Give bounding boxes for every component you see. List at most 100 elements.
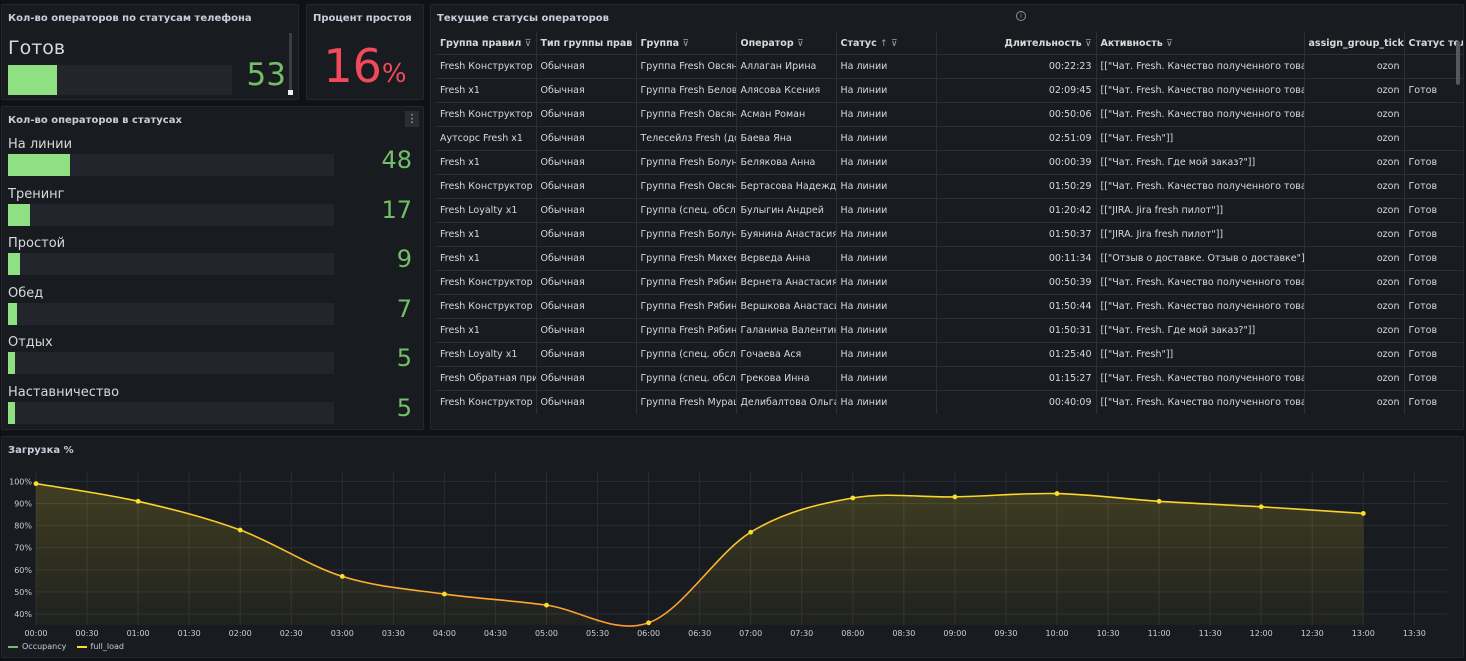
status-row: Обед 7 <box>8 286 418 326</box>
table-cell: Группа Fresh Рябин <box>635 294 736 319</box>
kebab-menu-icon[interactable]: ⋮ <box>405 111 419 127</box>
table-cell: Обычная <box>535 150 636 175</box>
legend-item-full-load[interactable]: full_load <box>76 642 124 651</box>
table-cell: Баева Яна <box>735 126 836 151</box>
table-cell: 01:50:37 <box>935 222 1096 247</box>
column-header[interactable]: Статус теле <box>1403 32 1463 55</box>
table-row[interactable]: Fresh Обратная прис Обычная Группа (спец. … <box>436 366 1463 391</box>
table-cell: ozon <box>1303 102 1404 127</box>
table-row[interactable]: Аутсорс Fresh x1 Обычная Телесейлз Fresh (… <box>436 126 1463 151</box>
table-cell: Телесейлз Fresh (до <box>635 126 736 151</box>
legend-item-occupancy[interactable]: Occupancy <box>8 642 66 651</box>
filter-icon[interactable]: ⊽ <box>796 38 804 49</box>
column-header[interactable]: Активность ⊽ <box>1095 32 1304 55</box>
column-header[interactable]: Длительность ⊽ <box>935 32 1096 55</box>
data-point <box>237 527 243 533</box>
table-cell: [["Чат. Fresh. Качество полученного това… <box>1095 366 1304 391</box>
resize-handle[interactable] <box>288 90 293 95</box>
table-scrollbar[interactable] <box>1456 41 1460 85</box>
sort-asc-icon[interactable]: ↑ <box>880 38 888 49</box>
column-header[interactable]: Тип группы прав ⊽ <box>535 32 636 55</box>
info-icon[interactable]: i <box>1016 11 1026 21</box>
table-row[interactable]: Fresh Конструктор о Обычная Группа Fresh О… <box>436 102 1463 127</box>
table-cell: Готов <box>1403 150 1463 175</box>
table-cell: Fresh x1 <box>436 150 536 175</box>
table-cell: На линии <box>835 318 936 343</box>
filter-icon[interactable]: ⊽ <box>682 38 689 49</box>
table-cell: Fresh Конструктор о <box>436 174 536 199</box>
table-row[interactable]: Fresh Конструктор о Обычная Группа Fresh Р… <box>436 294 1463 319</box>
table-row[interactable]: Fresh x1 Обычная Группа Fresh Белова Алясов… <box>436 78 1463 103</box>
table-cell: Группа Fresh Болуне <box>635 150 736 175</box>
table-cell: Fresh Конструктор о <box>436 270 536 295</box>
table-cell: Обычная <box>535 222 636 247</box>
status-row-bar-track <box>8 203 334 226</box>
data-point <box>544 602 549 608</box>
y-tick-label: 40% <box>14 610 32 619</box>
table-cell: Группа (спец. обсл.) <box>635 342 736 367</box>
table-cell: 00:00:39 <box>935 150 1096 175</box>
scrollbar[interactable] <box>289 33 292 95</box>
x-tick-label: 07:00 <box>739 629 762 638</box>
table-row[interactable]: Fresh Конструктор о Обычная Группа Fresh О… <box>436 174 1463 199</box>
idle-percent-value: 16% <box>307 39 423 93</box>
table-cell: ozon <box>1303 342 1404 367</box>
table-row[interactable]: Fresh Конструктор о Обычная Группа Fresh Р… <box>436 270 1463 295</box>
table-cell: На линии <box>835 150 936 175</box>
data-point <box>748 529 754 535</box>
status-row-label: На линии <box>8 137 73 152</box>
column-header[interactable]: Группа ⊽ <box>635 32 736 55</box>
legend-label: Occupancy <box>22 642 67 651</box>
table-cell: Буянина Анастасия <box>735 222 836 247</box>
table-cell: Обычная <box>535 246 636 271</box>
filter-icon[interactable]: ⊽ <box>890 38 898 49</box>
table-cell: На линии <box>835 222 936 247</box>
x-tick-label: 02:30 <box>280 629 303 638</box>
filter-icon[interactable]: ⊽ <box>524 38 532 49</box>
column-header[interactable]: assign_group_tick ⊽ <box>1303 32 1404 55</box>
table-cell: Обычная <box>535 270 636 295</box>
table-cell: Обычная <box>535 294 636 319</box>
x-tick-label: 07:30 <box>790 629 813 638</box>
legend-label: full_load <box>90 642 124 651</box>
load-chart[interactable]: 40% 50% 60% 70% 80% 90% 100% 00:00 00:30 01:00 01:… <box>2 437 1464 658</box>
table-row[interactable]: Fresh x1 Обычная Группа Fresh Болуне Беляко… <box>436 150 1463 175</box>
y-tick-label: 80% <box>14 522 32 531</box>
column-header[interactable]: Статус ↑ ⊽ <box>835 32 936 55</box>
table-cell: На линии <box>835 198 936 223</box>
table-row[interactable]: Fresh x1 Обычная Группа Fresh Михеев Вервед… <box>436 246 1463 271</box>
filter-icon[interactable]: ⊽ <box>1166 38 1173 49</box>
filter-icon[interactable]: ⊽ <box>1084 38 1092 49</box>
table-cell: Обычная <box>535 342 636 367</box>
table-row[interactable]: Fresh Конструктор о Обычная Группа Fresh М… <box>436 390 1463 414</box>
column-header-label: Группа <box>640 37 680 49</box>
table-cell: Группа Fresh Болуне <box>635 222 736 247</box>
status-bar-fill <box>8 65 58 95</box>
table-cell: Готов <box>1403 390 1463 414</box>
column-header[interactable]: Группа правил ⊽ <box>436 32 536 55</box>
table-cell: [["Чат. Fresh. Где мой заказ?"]] <box>1095 318 1304 343</box>
table-cell: Обычная <box>535 126 636 151</box>
status-row-bar-track <box>8 401 334 424</box>
table-row[interactable]: Fresh Loyalty x1 Обычная Группа (спец. обс… <box>436 198 1463 223</box>
table-cell: Готов <box>1403 270 1463 295</box>
table-cell: Группа Fresh Михеев <box>635 246 736 271</box>
x-tick-label: 08:00 <box>841 629 864 638</box>
table-cell: ozon <box>1303 198 1404 223</box>
table-cell: На линии <box>835 270 936 295</box>
table-cell: ozon <box>1303 366 1404 391</box>
table-cell: Обычная <box>535 318 636 343</box>
table-row[interactable]: Fresh Loyalty x1 Обычная Группа (спец. обс… <box>436 342 1463 367</box>
status-row-bar-fill <box>8 154 70 176</box>
table-row[interactable]: Fresh x1 Обычная Группа Fresh Рябин Галанин… <box>436 318 1463 343</box>
table-cell: 00:50:39 <box>935 270 1096 295</box>
table-cell: [["Чат. Fresh"]] <box>1095 126 1304 151</box>
table-row[interactable]: Fresh x1 Обычная Группа Fresh Болуне Буянин… <box>436 222 1463 247</box>
table-cell: Делибалтова Ольга <box>735 390 836 414</box>
table-row[interactable]: Fresh Конструктор о Обычная Группа Fresh О… <box>436 54 1463 79</box>
column-header-label: Оператор <box>740 37 794 49</box>
column-header-label: Статус <box>840 37 877 49</box>
table-cell: 02:09:45 <box>935 78 1096 103</box>
table-cell: 00:40:09 <box>935 390 1096 414</box>
column-header[interactable]: Оператор ⊽ <box>735 32 836 55</box>
